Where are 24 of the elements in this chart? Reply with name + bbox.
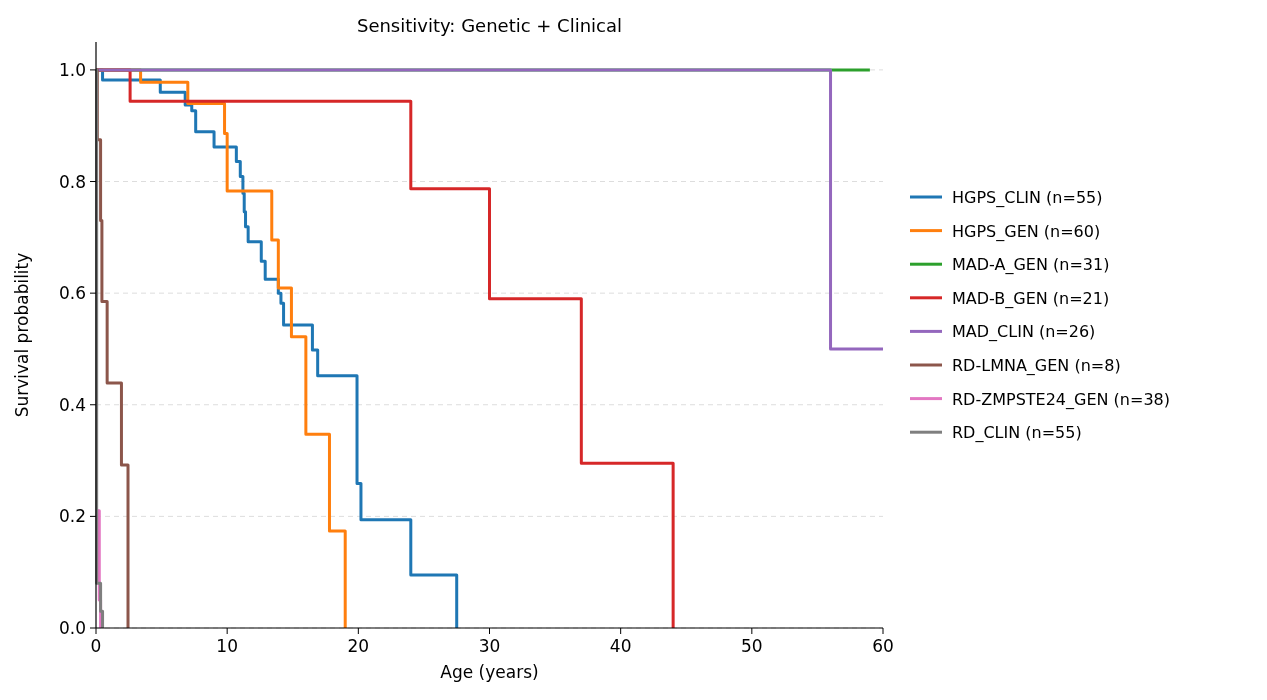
legend-label: RD_CLIN (n=55) <box>952 423 1082 444</box>
legend-label: HGPS_CLIN (n=55) <box>952 188 1103 208</box>
x-tick-label: 60 <box>872 636 894 656</box>
y-tick-label: 0.0 <box>58 618 86 638</box>
chart-title: Sensitivity: Genetic + Clinical <box>356 15 623 36</box>
legend-label: MAD-A_GEN (n=31) <box>952 255 1110 276</box>
y-tick-label: 0.2 <box>58 506 86 527</box>
y-tick-label: 1.0 <box>58 59 86 80</box>
legend-label: MAD_CLIN (n=26) <box>952 322 1096 343</box>
x-tick-label: 0 <box>90 636 102 656</box>
x-axis-title: Age (years) <box>440 662 539 682</box>
legend-label: RD-ZMPSTE24_GEN (n=38) <box>952 389 1170 410</box>
x-tick-label: 20 <box>347 636 370 656</box>
y-tick-label: 0.8 <box>58 171 86 192</box>
y-tick-label: 0.4 <box>58 394 86 415</box>
legend-label: HGPS_GEN (n=60) <box>952 221 1101 242</box>
legend-label: MAD-B_GEN (n=21) <box>952 288 1110 309</box>
x-tick-label: 40 <box>609 636 632 656</box>
x-tick-label: 30 <box>478 636 501 656</box>
legend-label: RD-LMNA_GEN (n=8) <box>952 356 1121 376</box>
x-tick-label: 50 <box>741 636 763 656</box>
y-tick-label: 0.6 <box>58 283 86 304</box>
x-tick-label: 10 <box>216 636 238 656</box>
y-axis-title: Survival probability <box>12 252 32 418</box>
